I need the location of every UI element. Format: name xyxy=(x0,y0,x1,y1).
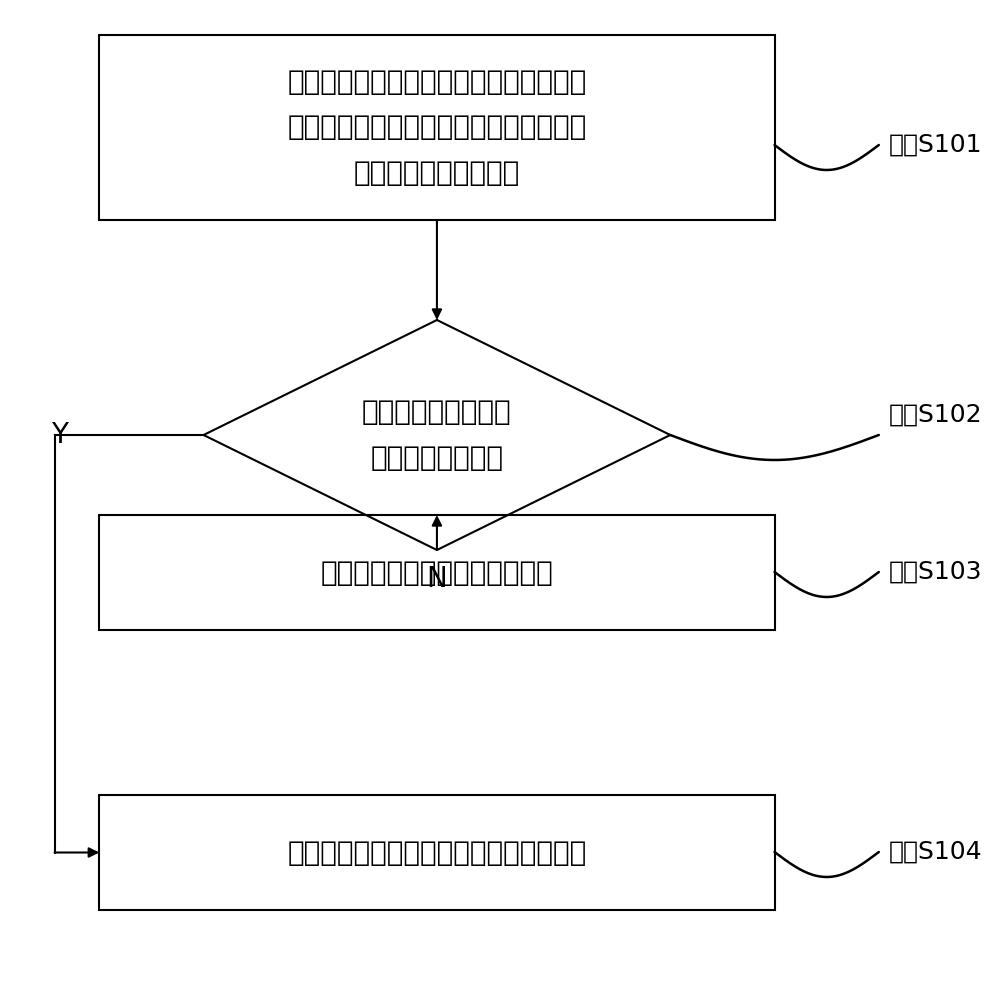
Text: 判断当前位置的深度
是否大于基准深度: 判断当前位置的深度 是否大于基准深度 xyxy=(362,398,511,472)
Text: Y: Y xyxy=(51,421,69,449)
Bar xyxy=(99,515,775,630)
Text: N: N xyxy=(427,565,447,593)
Text: 按照预设标准施肥速度进行施肥: 按照预设标准施肥速度进行施肥 xyxy=(321,558,553,586)
Text: 以低于预设标准施肥速度的速度进行施肥: 以低于预设标准施肥速度的速度进行施肥 xyxy=(287,838,587,866)
Text: 步骤S104: 步骤S104 xyxy=(889,840,982,864)
Text: 步骤S101: 步骤S101 xyxy=(889,133,982,157)
Text: 步骤S102: 步骤S102 xyxy=(889,403,982,427)
Text: 步骤S103: 步骤S103 xyxy=(889,560,982,584)
Bar xyxy=(99,35,775,220)
Bar xyxy=(99,795,775,910)
Text: 获取农机在目标地块中当前位置的耕作层
距水田表层的深度以及目标地块的耕作层
距水田表层的基准深度: 获取农机在目标地块中当前位置的耕作层 距水田表层的深度以及目标地块的耕作层 距水… xyxy=(287,68,587,187)
